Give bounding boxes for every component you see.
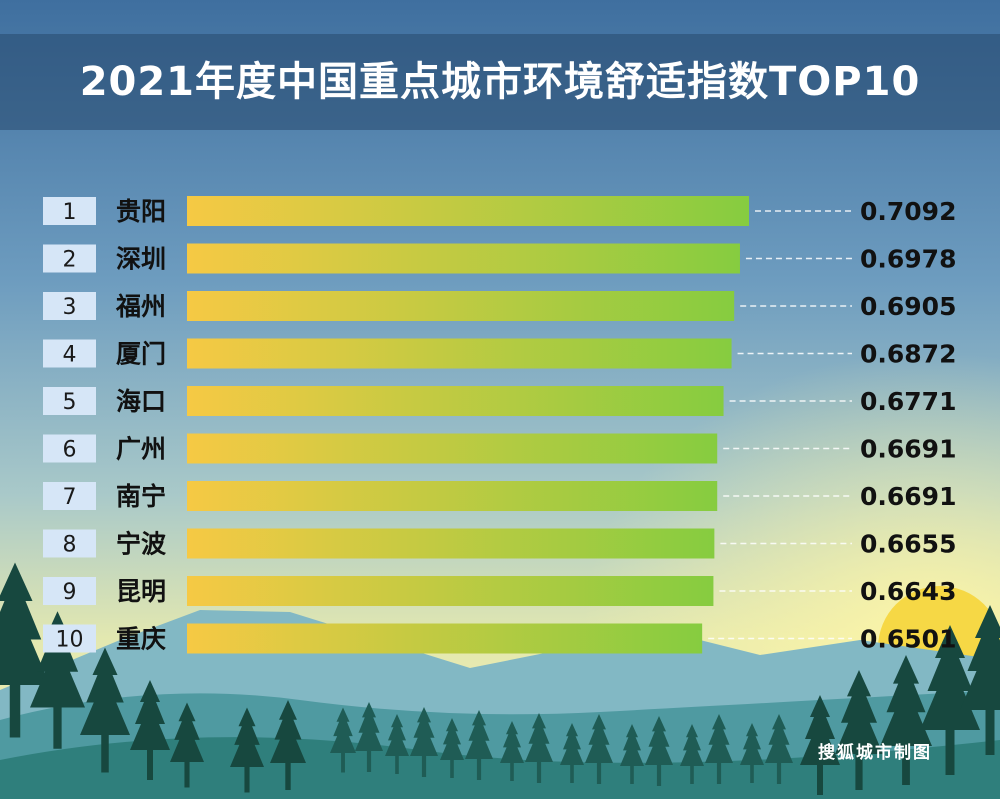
category-label: 海口 (116, 387, 166, 416)
category-label: 厦门 (116, 340, 166, 369)
bar (187, 433, 718, 464)
category-label: 宁波 (116, 530, 167, 559)
bar (187, 386, 724, 416)
bar (187, 528, 715, 559)
category-label: 重庆 (116, 625, 166, 654)
rank-box (43, 339, 96, 368)
rank-label: 9 (63, 580, 77, 605)
rank-label: 5 (63, 390, 77, 415)
category-label: 福州 (115, 292, 166, 321)
bar (187, 481, 718, 511)
value-label: 0.6643 (860, 577, 956, 606)
value-label: 0.6872 (860, 340, 956, 369)
rank-box (43, 529, 96, 558)
bar (187, 196, 749, 226)
chart-title: 2021年度中国重点城市环境舒适指数TOP10 (79, 59, 921, 105)
rank-box (43, 482, 96, 510)
value-label: 0.6691 (860, 482, 956, 511)
value-label: 0.6655 (860, 530, 956, 559)
category-label: 南宁 (116, 482, 166, 511)
rank-label: 3 (63, 295, 77, 320)
bar (187, 291, 735, 321)
rank-label: 4 (63, 343, 77, 368)
rank-box (43, 197, 96, 225)
rank-label: 10 (56, 628, 84, 653)
category-label: 昆明 (116, 577, 166, 606)
bar (187, 338, 732, 369)
rank-box (43, 244, 96, 273)
source-credit: 搜狐城市制图 (818, 743, 932, 763)
category-label: 贵阳 (116, 197, 166, 226)
rank-box (43, 434, 96, 463)
rank-box (43, 577, 96, 605)
value-label: 0.6771 (860, 387, 956, 416)
bar (187, 243, 740, 274)
value-label: 0.6905 (860, 292, 956, 321)
value-label: 0.6691 (860, 435, 956, 464)
category-label: 深圳 (116, 245, 166, 274)
rank-label: 1 (63, 200, 77, 225)
value-label: 0.6501 (860, 625, 956, 654)
rank-label: 6 (63, 438, 77, 463)
rank-label: 7 (63, 485, 77, 510)
category-label: 广州 (116, 435, 166, 464)
bar (187, 623, 703, 654)
rank-box (43, 624, 96, 653)
rank-box (43, 387, 96, 415)
value-label: 0.6978 (860, 245, 956, 274)
bar (187, 576, 714, 606)
rank-label: 8 (63, 533, 77, 558)
title-band (0, 34, 1000, 130)
rank-label: 2 (63, 248, 77, 273)
value-label: 0.7092 (860, 197, 956, 226)
rank-box (43, 292, 96, 320)
